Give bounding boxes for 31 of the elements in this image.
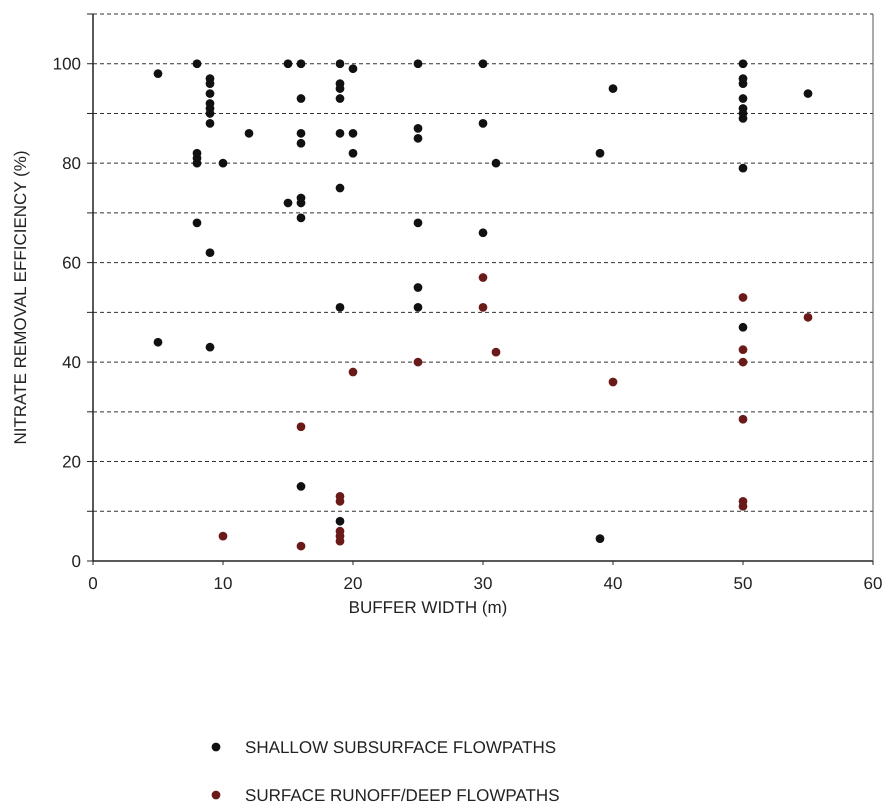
y-tick-label: 0: [72, 552, 81, 571]
point: [492, 348, 500, 357]
x-tick-label: 0: [88, 574, 98, 593]
point: [738, 414, 748, 424]
point: [414, 358, 422, 366]
point: [296, 542, 306, 550]
x-tick-label: 60: [864, 574, 882, 593]
x-tick-label: 20: [344, 574, 362, 593]
x-tick-label: 10: [214, 574, 232, 593]
y-tick-label: 60: [62, 254, 81, 273]
point: [738, 345, 748, 354]
point: [218, 532, 228, 540]
point: [296, 422, 306, 432]
point: [478, 303, 488, 312]
y-tick-label: 100: [52, 54, 81, 74]
x-tick-label: 30: [474, 574, 492, 593]
x-tick-label: 50: [734, 574, 752, 593]
point: [804, 312, 812, 322]
point: [738, 293, 748, 302]
y-tick-label: 20: [62, 452, 81, 472]
legend-label: SURFACE RUNOFF/DEEP FLOWPATHS: [245, 786, 560, 805]
y-axis-title: NITRATE REMOVAL EFFICIENCY (%): [11, 150, 30, 445]
x-tick-label: 40: [604, 574, 622, 593]
point: [478, 273, 488, 282]
y-tick-label: 40: [62, 353, 81, 372]
legend-label: SHALLOW SUBSURFACE FLOWPATHS: [245, 738, 556, 757]
y-tick-label: 80: [62, 154, 81, 174]
x-axis-title: BUFFER WIDTH (m): [348, 598, 508, 617]
point: [348, 368, 358, 376]
point: [738, 358, 748, 366]
point: [608, 378, 618, 386]
